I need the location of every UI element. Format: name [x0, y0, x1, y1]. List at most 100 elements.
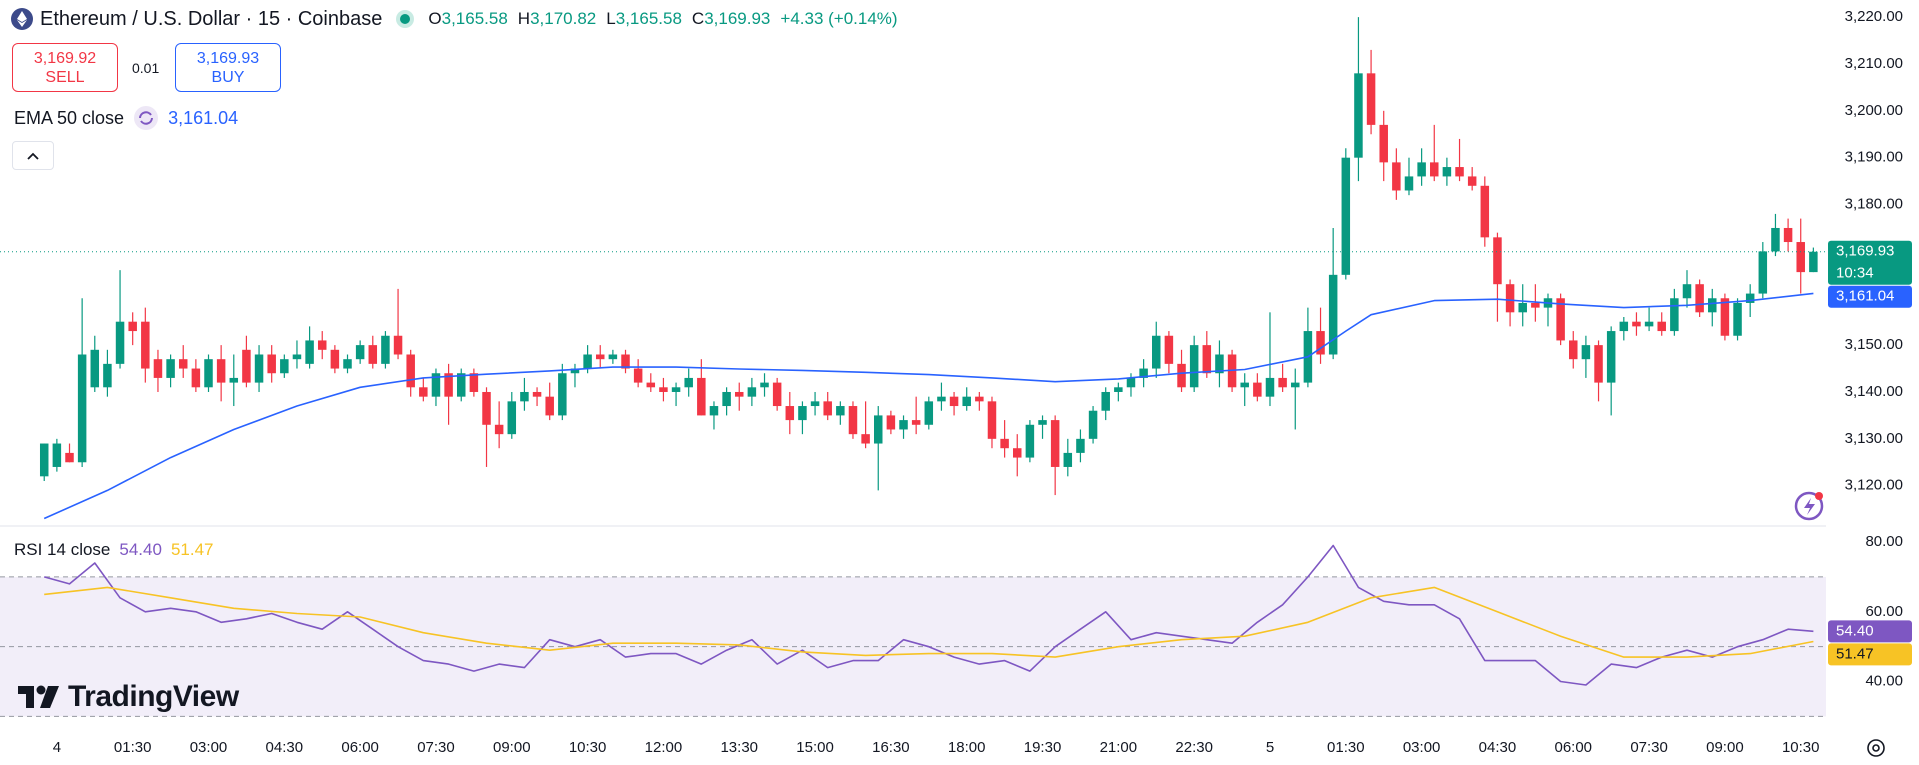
- spread: 0.01: [132, 60, 160, 76]
- x-tick-label: 22:30: [1175, 739, 1213, 756]
- logo-mark: [18, 685, 59, 708]
- y-tick-label: 3,140.00: [1845, 383, 1903, 400]
- x-tick-label: 21:00: [1100, 739, 1138, 756]
- candle-body: [178, 359, 188, 369]
- candle-body: [1531, 302, 1540, 308]
- candle-body: [1000, 438, 1009, 449]
- series-line: [43, 544, 1814, 686]
- candle-body: [1139, 368, 1148, 378]
- x-tick-label: 15:00: [796, 739, 834, 756]
- candle-body: [823, 401, 832, 416]
- alert-icon[interactable]: [1794, 491, 1824, 521]
- price-badge: [1828, 240, 1912, 285]
- candle-body: [39, 443, 49, 477]
- ohlc-open: O3,165.58: [428, 9, 507, 29]
- candle-body: [216, 359, 226, 383]
- ohlc-key: H: [517, 9, 531, 28]
- candle-body: [1202, 345, 1212, 374]
- candle-body: [747, 387, 757, 397]
- candle-body: [1063, 452, 1073, 467]
- candle-body: [1278, 377, 1287, 388]
- candle-body: [355, 345, 365, 360]
- candle-body: [1594, 345, 1603, 383]
- y-tick-label: 80.00: [1865, 533, 1903, 550]
- ema-icon[interactable]: [133, 105, 159, 131]
- price-badge: [1828, 285, 1912, 308]
- x-tick-label: 04:30: [1479, 739, 1517, 756]
- ohlc-key: O: [428, 9, 442, 28]
- candle-body: [722, 391, 731, 407]
- rsi-name: RSI 14 close: [14, 540, 111, 559]
- candle-body: [1379, 124, 1388, 163]
- candle-body: [595, 354, 605, 360]
- candle-body: [836, 406, 845, 416]
- x-tick-label: 10:30: [569, 739, 607, 756]
- candle-body: [1518, 302, 1527, 313]
- ohlc-value: 3,165.58: [615, 9, 682, 28]
- candle-body: [772, 382, 782, 407]
- candle-body: [1505, 284, 1515, 313]
- candle-body: [267, 354, 276, 374]
- candle-body: [861, 434, 870, 444]
- candle-body: [987, 401, 997, 439]
- tradingview-logo[interactable]: TradingView: [18, 680, 239, 714]
- ohlc-low: L3,165.58: [606, 9, 682, 29]
- x-tick-label: 10:30: [1782, 739, 1820, 756]
- candle-body: [520, 391, 529, 402]
- sell-button[interactable]: 3,169.92 SELL: [12, 43, 118, 92]
- candle-body: [204, 359, 213, 388]
- candle-body: [608, 354, 618, 360]
- candle-body: [785, 406, 795, 421]
- ema-value: 3,161.04: [168, 107, 239, 128]
- badge-label: 3,169.93: [1836, 243, 1894, 260]
- candle-body: [1366, 73, 1376, 125]
- candle-body: [1354, 73, 1363, 158]
- candle-body: [280, 359, 289, 374]
- candle-body: [1695, 284, 1704, 313]
- candle-body: [1467, 176, 1477, 186]
- candle-body: [1088, 410, 1098, 439]
- price-badge: [1828, 643, 1912, 666]
- x-tick-label: 01:30: [114, 739, 152, 756]
- candle-body: [1177, 363, 1186, 388]
- candle-body: [90, 349, 100, 388]
- x-tick-label: 06:00: [1554, 739, 1592, 756]
- candle-body: [1606, 331, 1616, 383]
- candle-body: [886, 415, 896, 430]
- y-tick-label: 3,190.00: [1845, 149, 1903, 166]
- candle-body: [1569, 340, 1578, 360]
- candle-body: [1745, 293, 1755, 303]
- candle-body: [1240, 382, 1249, 388]
- candle-body: [330, 349, 340, 369]
- x-tick-label: 19:30: [1024, 739, 1062, 756]
- collapse-button[interactable]: [12, 141, 54, 170]
- candle-body: [583, 354, 592, 369]
- candle-body: [1708, 298, 1717, 313]
- candle-body: [191, 368, 201, 388]
- candle-body: [141, 321, 150, 369]
- candle-body: [305, 340, 314, 364]
- x-tick-label: 4: [53, 739, 61, 756]
- candle-body: [1581, 345, 1591, 360]
- y-tick-label: 60.00: [1865, 603, 1903, 620]
- settings-icon[interactable]: [1867, 739, 1885, 757]
- x-tick-label: 13:30: [720, 739, 758, 756]
- chevron-up: [27, 152, 39, 160]
- candle-body: [949, 396, 959, 407]
- buy-button[interactable]: 3,169.93 BUY: [175, 43, 281, 92]
- candle-body: [810, 401, 820, 407]
- x-tick-label: 04:30: [266, 739, 304, 756]
- candle-body: [343, 359, 352, 369]
- candle-body: [444, 373, 453, 397]
- ohlc-value: 3,169.93: [704, 9, 771, 28]
- candle-body: [1291, 382, 1300, 388]
- series-line: [43, 292, 1814, 520]
- candle-body: [1783, 227, 1793, 243]
- candle-body: [494, 424, 504, 435]
- candle-body: [431, 373, 441, 397]
- logo-text: TradingView: [68, 680, 239, 713]
- symbol-header: Ethereum / U.S. Dollar · 15 · Coinbase O…: [10, 6, 898, 32]
- rsi-ma-value: 51.47: [170, 540, 214, 559]
- candle-body: [1341, 157, 1351, 275]
